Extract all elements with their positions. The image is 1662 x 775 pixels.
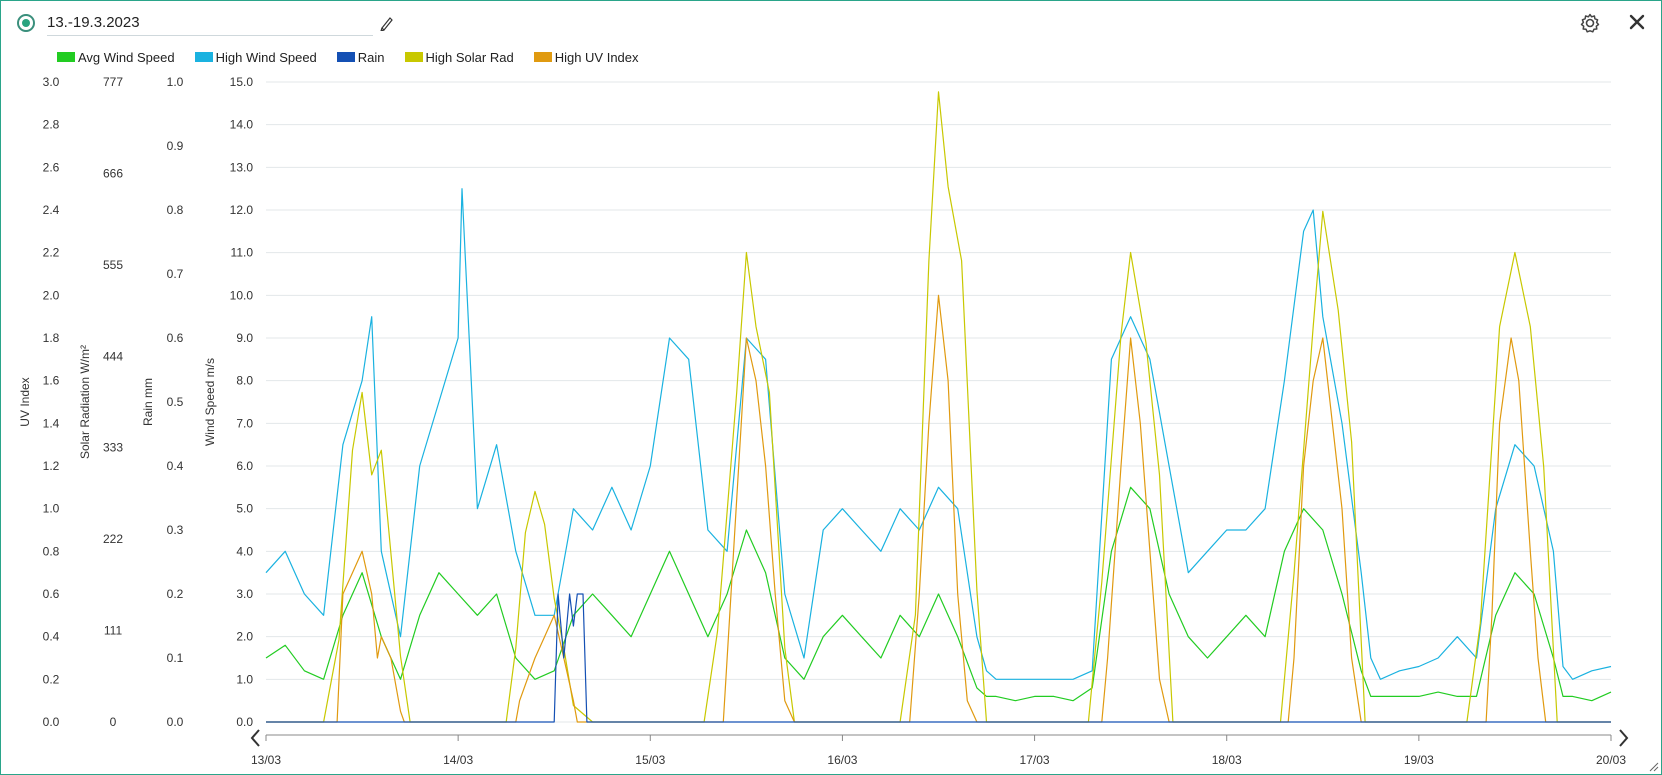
y-tick-label: 9.0 bbox=[236, 331, 253, 345]
legend-swatch bbox=[336, 52, 355, 62]
y-tick-label: 2.0 bbox=[236, 630, 253, 644]
gear-icon[interactable] bbox=[1579, 12, 1601, 34]
y-tick-label: 222 bbox=[103, 532, 123, 546]
legend-label: High Wind Speed bbox=[215, 49, 317, 65]
legend-item-high-wind-speed[interactable]: High Wind Speed bbox=[194, 49, 317, 65]
y-tick-label: 0.4 bbox=[43, 630, 60, 644]
y-tick-label: 3.0 bbox=[43, 75, 60, 89]
resize-grip-icon[interactable] bbox=[1647, 760, 1659, 772]
y-tick-label: 6.0 bbox=[236, 459, 253, 473]
y-tick-label: 1.0 bbox=[167, 75, 184, 89]
y-tick-label: 3.0 bbox=[236, 587, 253, 601]
y-tick-label: 2.6 bbox=[43, 160, 60, 174]
y-tick-label: 777 bbox=[103, 75, 123, 89]
y-tick-label: 0.6 bbox=[167, 331, 184, 345]
y-axis-title: Rain mm bbox=[141, 378, 155, 426]
legend-item-avg-wind-speed[interactable]: Avg Wind Speed bbox=[57, 50, 175, 65]
x-tick-label: 15/03 bbox=[635, 753, 665, 767]
y-tick-label: 0.2 bbox=[167, 587, 184, 601]
y-tick-label: 111 bbox=[104, 624, 123, 638]
y-tick-label: 333 bbox=[103, 441, 123, 455]
y-tick-label: 2.8 bbox=[43, 118, 60, 132]
y-tick-label: 555 bbox=[103, 258, 123, 272]
series-line-avg-wind-speed bbox=[265, 486, 1612, 702]
page-title[interactable]: 13.-19.3.2023 bbox=[47, 14, 140, 31]
y-tick-label: 0.9 bbox=[167, 139, 184, 153]
y-tick-label: 13.0 bbox=[230, 160, 254, 174]
legend-item-high-solar-rad[interactable]: High Solar Rad bbox=[404, 49, 514, 65]
y-tick-label: 12.0 bbox=[230, 203, 254, 217]
legend-swatch bbox=[194, 52, 213, 62]
header: 13.-19.3.2023 bbox=[1, 1, 1661, 45]
y-tick-label: 666 bbox=[103, 166, 123, 180]
chevron-right-icon[interactable] bbox=[1619, 729, 1629, 747]
y-tick-label: 1.0 bbox=[236, 672, 253, 686]
y-axis-title: Solar Radiation W/m² bbox=[78, 345, 92, 459]
y-tick-label: 0.7 bbox=[167, 267, 184, 281]
legend-label: Rain bbox=[357, 49, 385, 65]
x-tick-label: 13/03 bbox=[251, 753, 281, 767]
y-tick-label: 0.1 bbox=[167, 651, 184, 665]
y-tick-label: 15.0 bbox=[230, 75, 254, 89]
legend: Avg Wind Speed High Wind Speed Rain High… bbox=[57, 48, 659, 66]
y-tick-label: 2.0 bbox=[43, 288, 60, 302]
legend-item-high-uv-index[interactable]: High UV Index bbox=[533, 49, 639, 65]
legend-label: Avg Wind Speed bbox=[78, 49, 175, 65]
close-icon[interactable] bbox=[1627, 12, 1647, 32]
y-tick-label: 7.0 bbox=[236, 416, 253, 430]
y-tick-label: 2.4 bbox=[43, 203, 60, 217]
y-tick-label: 14.0 bbox=[230, 118, 254, 132]
y-tick-label: 0.0 bbox=[167, 715, 184, 729]
legend-label: High UV Index bbox=[554, 49, 639, 65]
legend-swatch bbox=[533, 52, 552, 62]
y-tick-label: 0.8 bbox=[43, 544, 60, 558]
x-tick-label: 20/03 bbox=[1596, 753, 1626, 767]
x-tick-label: 16/03 bbox=[827, 753, 857, 767]
y-tick-label: 5.0 bbox=[236, 502, 253, 516]
y-tick-label: 0 bbox=[110, 715, 117, 729]
legend-swatch bbox=[57, 52, 75, 62]
legend-item-rain[interactable]: Rain bbox=[336, 49, 385, 65]
record-icon[interactable] bbox=[17, 14, 35, 32]
y-tick-label: 0.4 bbox=[167, 459, 184, 473]
legend-swatch bbox=[404, 52, 423, 62]
y-tick-label: 1.4 bbox=[43, 416, 60, 430]
y-tick-label: 4.0 bbox=[236, 544, 253, 558]
x-tick-label: 18/03 bbox=[1212, 753, 1242, 767]
y-tick-label: 1.6 bbox=[43, 374, 60, 388]
series-line-high-solar-rad bbox=[266, 91, 1611, 723]
y-tick-label: 0.0 bbox=[43, 715, 60, 729]
y-tick-label: 1.8 bbox=[43, 331, 60, 345]
y-tick-label: 0.6 bbox=[43, 587, 60, 601]
y-tick-label: 2.2 bbox=[43, 246, 60, 260]
y-tick-label: 0.0 bbox=[236, 715, 253, 729]
legend-label: High Solar Rad bbox=[425, 49, 514, 65]
chevron-left-icon[interactable] bbox=[250, 729, 260, 747]
y-tick-label: 1.0 bbox=[43, 502, 60, 516]
y-axis-title: Wind Speed m/s bbox=[203, 358, 217, 446]
title-field[interactable]: 13.-19.3.2023 bbox=[47, 13, 373, 36]
pencil-icon[interactable] bbox=[379, 15, 393, 31]
series-line-high-wind-speed bbox=[265, 188, 1612, 680]
y-tick-label: 0.3 bbox=[167, 523, 184, 537]
y-tick-label: 8.0 bbox=[236, 374, 253, 388]
y-tick-label: 1.2 bbox=[43, 459, 60, 473]
y-tick-label: 10.0 bbox=[230, 288, 254, 302]
y-tick-label: 11.0 bbox=[231, 246, 254, 260]
y-axis-title: UV Index bbox=[18, 377, 32, 426]
y-tick-label: 0.5 bbox=[167, 395, 184, 409]
x-tick-label: 19/03 bbox=[1404, 753, 1434, 767]
series-line-rain bbox=[266, 593, 1611, 723]
y-tick-label: 0.8 bbox=[167, 203, 184, 217]
y-tick-label: 0.2 bbox=[43, 672, 60, 686]
x-tick-label: 14/03 bbox=[443, 753, 473, 767]
y-tick-label: 444 bbox=[103, 349, 123, 363]
x-tick-label: 17/03 bbox=[1020, 753, 1050, 767]
